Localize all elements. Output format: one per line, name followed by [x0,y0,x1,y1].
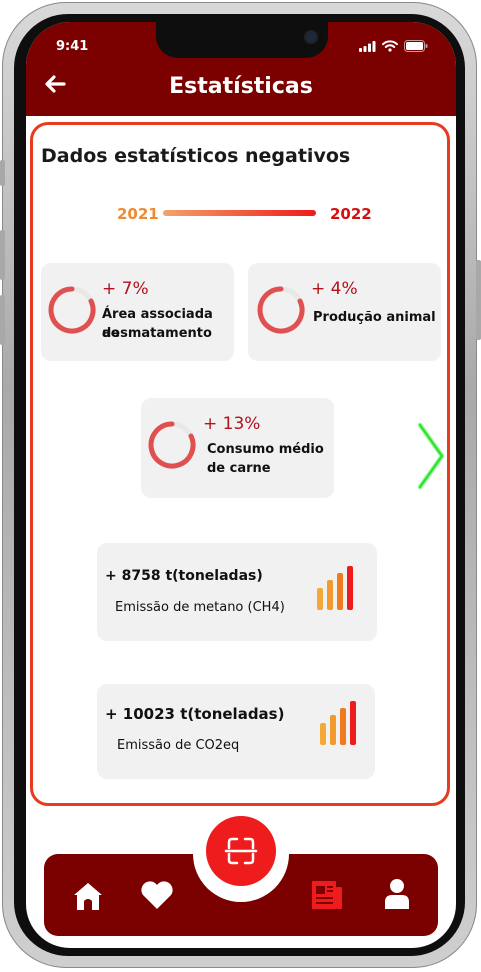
volume-down-button [0,295,5,345]
mute-switch [0,160,5,186]
camera-icon [306,32,316,42]
scan-icon [224,837,258,865]
stat-card-deforestation: + 7% Área associada ao desmatamento [41,263,234,361]
signal-icon [359,40,376,52]
battery-icon [404,40,428,52]
notch [156,22,328,58]
stat-label-line2: desmatamento [102,326,212,341]
wifi-icon [382,40,398,52]
user-icon [385,879,409,909]
statistics-panel: Dados estatísticos negativos 2021 2022 +… [30,122,450,806]
power-button [476,260,481,340]
stat-label-line1: Consumo médio [207,442,324,457]
back-button[interactable] [44,74,66,99]
nav-profile[interactable] [384,878,410,914]
stat-card-meat-consumption: + 13% Consumo médio de carne [141,398,334,498]
next-button[interactable] [415,421,449,495]
stat-label-line1: Área associada ao [102,307,213,341]
stat-percent: + 4% [311,279,358,299]
status-time: 9:41 [56,39,89,54]
nav-favorites[interactable] [140,880,174,914]
stat-label-line1: Produção animal [313,310,436,325]
year-to: 2022 [330,205,372,223]
year-from: 2021 [117,205,159,223]
heart-icon [141,881,173,909]
stat-card-animal-production: + 4% Produção animal [248,263,441,361]
emission-card-co2eq: + 10023 t(toneladas) Emissão de CO2eq [97,684,375,779]
progress-ring-icon [257,286,305,334]
status-icons [359,40,428,52]
nav-news[interactable] [310,878,344,916]
stat-percent: + 7% [102,279,149,299]
section-title: Dados estatísticos negativos [41,145,351,167]
screen: 9:41 [26,22,456,948]
bar-level-icon [317,566,353,610]
nav-home[interactable] [72,880,104,916]
progress-ring-icon [148,421,196,469]
emission-value: + 10023 t(toneladas) [105,705,285,723]
emission-label: Emissão de CO2eq [117,738,240,753]
bar-level-icon [320,701,356,745]
stat-percent: + 13% [203,414,261,434]
home-icon [74,883,102,910]
year-range-bar [163,210,316,216]
emission-label: Emissão de metano (CH4) [115,600,285,615]
arrow-left-icon [45,75,66,93]
page-title: Estatísticas [169,74,313,99]
emission-value: + 8758 t(toneladas) [105,568,263,584]
scan-button[interactable] [206,816,276,886]
progress-ring-icon [48,286,96,334]
emission-card-methane: + 8758 t(toneladas) Emissão de metano (C… [97,543,377,641]
app-header: 9:41 [26,22,456,116]
volume-up-button [0,230,5,280]
chevron-right-icon [417,422,445,490]
stat-label-line2: de carne [207,461,271,476]
news-icon [312,881,342,909]
